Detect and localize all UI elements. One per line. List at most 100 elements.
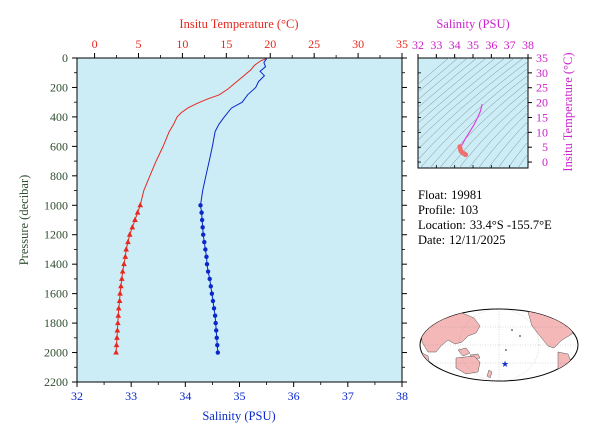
ts-salinity-title: Salinity (PSU) [436,17,509,31]
ts-salinity-axis: 32 33 34 35 36 37 38 [412,38,534,168]
salinity-tick-label: 32 [71,389,83,403]
temperature-point [118,283,124,289]
float-value: 19981 [451,188,483,202]
salinity-point [215,350,221,355]
salinity-point [203,247,208,252]
ts-salinity-tick-label: 34 [449,38,461,52]
pressure-tick-label: 200 [50,80,68,94]
ts-temperature-tick-label: 15 [536,110,548,124]
temperature-tick-label: 10 [176,37,188,51]
salinity-point [200,225,205,230]
temperature-point [122,253,129,259]
salinity-tick-label: 36 [288,389,300,403]
pressure-tick-label: 1400 [44,257,68,271]
ts-temperature-tick-label: 30 [536,66,548,80]
salinity-point [214,335,219,341]
pressure-tick-label: 0 [62,51,68,65]
salinity-point [212,313,218,318]
float-label: Float: [418,188,448,202]
ts-salinity-tick-label: 36 [485,38,497,52]
date-row: Date: 12/11/2025 [418,233,552,248]
temperature-point [119,268,126,274]
profile-row: Profile: 103 [418,203,552,218]
star-icon: ★ [501,360,509,370]
salinity-axis-title: Salinity (PSU) [202,409,275,423]
salinity-point [213,320,218,326]
ts-salinity-tick-label: 37 [504,38,516,52]
location-label: Location: [418,218,466,232]
salinity-point [204,254,209,260]
temperature-point [113,341,120,348]
salinity-point [198,203,203,208]
temperature-point [117,290,123,296]
pressure-tick-label: 1000 [44,198,68,212]
temperature-point [114,334,120,340]
pressure-tick-label: 400 [50,110,68,124]
temperature-point [126,231,133,237]
profile-plot-area [76,57,403,383]
temperature-point [115,319,121,326]
location-value: 33.4°S -155.7°E [469,218,552,232]
temperature-tick-label: 20 [264,37,276,51]
temperature-tick-label: 15 [220,37,232,51]
date-label: Date: [418,233,446,247]
pressure-axis-title: Pressure (decibar) [17,175,31,266]
ts-temperature-tick-label: 0 [542,155,548,169]
salinity-tick-label: 38 [396,389,408,403]
salinity-point [201,232,206,237]
temperature-tick-label: 5 [135,37,141,51]
salinity-point [207,276,212,282]
temperature-point [137,202,144,208]
temperature-point [118,275,125,281]
salinity-tick-label: 35 [234,389,246,403]
ts-temperature-tick-label: 25 [536,81,548,95]
salinity-tick-label: 37 [342,389,354,403]
profile-value: 103 [459,203,479,217]
temperature-point [113,349,119,355]
temperature-point [129,224,136,230]
temperature-tick-label: 30 [352,37,364,51]
temperature-point [132,216,138,222]
salinity-tick-label: 33 [125,389,137,403]
salinity-point [211,306,217,311]
salinity-point [199,210,204,215]
temperature-point [125,238,131,245]
pressure-axis: 0 200 400 600 800 1000 1200 1400 1600 1800 2000 220… [44,51,77,389]
float-row: Float: 19981 [418,188,552,203]
pressure-tick-label: 800 [50,169,68,183]
ts-salinity-tick-label: 35 [467,38,479,52]
ts-temperature-tick-label: 35 [536,51,548,65]
temperature-point [134,209,141,215]
temperature-point [115,305,122,311]
ts-salinity-tick-label: 32 [412,38,424,52]
salinity-point [204,261,210,267]
ts-salinity-tick-label: 33 [430,38,442,52]
temperature-profile-line [115,58,267,353]
ts-temperature-tick-label: 20 [536,96,548,110]
salinity-point [199,217,205,223]
salinity-point [209,291,215,296]
pressure-tick-label: 1800 [44,316,68,330]
salinity-point [202,239,207,245]
pressure-tick-label: 2000 [44,346,68,360]
ts-temperature-title: Insitu Temperature (°C) [561,52,575,171]
pressure-tick-label: 600 [50,139,68,153]
salinity-tick-label: 34 [179,389,191,403]
date-value: 12/11/2025 [449,233,506,247]
temperature-tick-label: 0 [92,37,98,51]
salinity-point [215,342,220,348]
profile-chart: 0200400600800100012001400160018002000220… [17,17,408,423]
profile-label: Profile: [418,203,456,217]
temperature-point [115,312,122,318]
temperature-point [123,246,129,252]
ts-salinity-tick-label: 38 [522,38,534,52]
pressure-tick-label: 2200 [44,375,68,389]
temperature-axis: 0 5 10 15 20 25 30 35 [92,37,408,58]
temperature-tick-label: 25 [308,37,320,51]
salinity-point [208,284,213,289]
pressure-tick-label: 1200 [44,228,68,242]
float-info-panel: Float: 19981 Profile: 103 Location: 33.4°S … [418,188,552,248]
